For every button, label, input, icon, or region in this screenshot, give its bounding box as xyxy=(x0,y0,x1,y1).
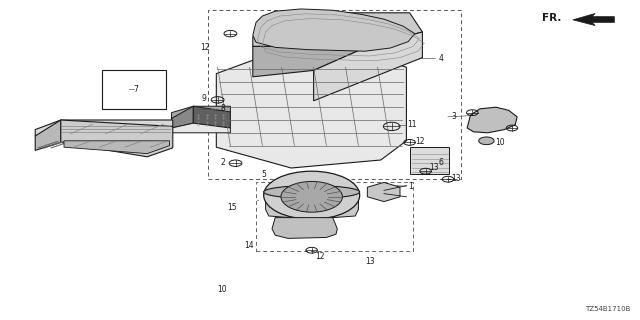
Polygon shape xyxy=(172,123,230,133)
Text: TZ54B1710B: TZ54B1710B xyxy=(585,306,630,312)
Bar xyxy=(208,10,461,179)
Polygon shape xyxy=(266,195,358,219)
Polygon shape xyxy=(253,46,368,77)
Text: 3: 3 xyxy=(451,112,456,121)
Polygon shape xyxy=(64,141,170,154)
Polygon shape xyxy=(314,32,422,101)
Text: 12: 12 xyxy=(200,44,209,52)
Text: 13: 13 xyxy=(365,257,374,266)
Text: 6: 6 xyxy=(438,158,444,167)
Polygon shape xyxy=(216,51,406,168)
Text: 10: 10 xyxy=(218,285,227,294)
Polygon shape xyxy=(253,13,422,46)
Polygon shape xyxy=(35,120,61,150)
Bar xyxy=(102,70,166,109)
Text: 11: 11 xyxy=(407,120,417,129)
Text: 12: 12 xyxy=(415,137,424,146)
Polygon shape xyxy=(61,120,173,157)
Circle shape xyxy=(264,171,360,219)
Bar xyxy=(410,147,449,174)
Text: 13: 13 xyxy=(429,163,438,172)
Polygon shape xyxy=(272,218,337,238)
Polygon shape xyxy=(253,9,415,51)
Ellipse shape xyxy=(264,186,360,198)
Polygon shape xyxy=(35,120,173,136)
Polygon shape xyxy=(172,106,193,128)
Polygon shape xyxy=(172,106,230,118)
Polygon shape xyxy=(467,107,517,133)
Circle shape xyxy=(479,137,494,145)
Text: 14: 14 xyxy=(244,241,254,250)
Text: 1: 1 xyxy=(408,182,413,191)
Text: 4: 4 xyxy=(438,54,444,63)
Text: 15: 15 xyxy=(227,203,237,212)
Polygon shape xyxy=(367,182,400,202)
Text: 10: 10 xyxy=(495,138,504,147)
Polygon shape xyxy=(573,13,614,26)
Polygon shape xyxy=(193,106,230,128)
Text: 13: 13 xyxy=(451,174,461,183)
Text: FR.: FR. xyxy=(542,13,561,23)
Text: 12: 12 xyxy=(315,252,324,261)
Bar xyxy=(256,182,413,251)
Text: 9: 9 xyxy=(201,94,206,103)
Text: 8: 8 xyxy=(221,104,225,113)
Text: 5: 5 xyxy=(261,170,266,179)
Text: 2: 2 xyxy=(221,158,225,167)
Circle shape xyxy=(281,181,342,212)
Text: 7: 7 xyxy=(133,85,138,94)
